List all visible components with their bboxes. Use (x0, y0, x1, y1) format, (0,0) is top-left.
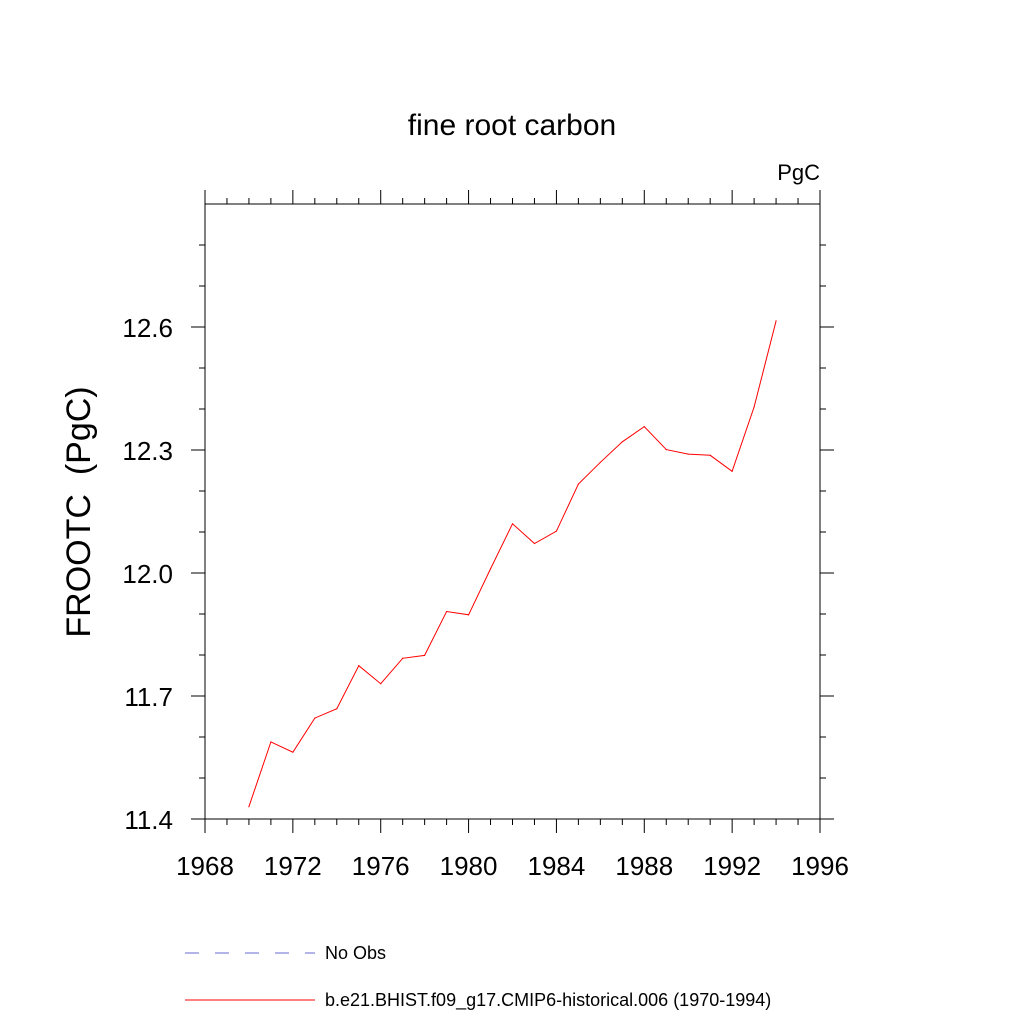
data-point (467, 614, 470, 616)
data-point (665, 448, 667, 451)
plot-frame (204, 203, 821, 820)
y-tick-label: 12.6 (122, 313, 173, 343)
data-point (358, 665, 360, 667)
y-tick-label: 12.3 (122, 436, 173, 466)
x-tick-label: 1996 (791, 851, 849, 881)
data-point (533, 542, 536, 545)
legend-label-historical: b.e21.BHIST.f09_g17.CMIP6-historical.006… (325, 990, 771, 1011)
data-point (292, 751, 294, 753)
y-tick-label: 11.4 (124, 805, 173, 835)
x-tick-label: 1988 (615, 851, 673, 881)
data-point (577, 483, 579, 485)
series-group (248, 320, 777, 808)
x-tick-label: 1972 (264, 851, 322, 881)
series-line (248, 320, 777, 807)
y-tick-label: 12.0 (122, 559, 173, 589)
y-tick-label: 11.7 (124, 682, 173, 712)
data-point (753, 406, 755, 408)
data-point (336, 708, 338, 710)
axis-ticks (191, 190, 834, 833)
units-label: PgC (777, 160, 820, 185)
axis-tick-labels: 1968 1972 1976 1980 1984 1988 1992 1996 11.4 11.7… (122, 313, 849, 881)
legend-label-no-obs: No Obs (325, 943, 386, 963)
data-point (489, 568, 492, 570)
data-point (643, 426, 645, 428)
y-axis-label: FROOTC (PgC) (60, 386, 98, 637)
chart-title: fine root carbon (408, 109, 616, 142)
data-point (599, 461, 601, 463)
data-point (248, 806, 250, 808)
data-point (511, 523, 514, 525)
data-point (270, 741, 272, 743)
x-tick-label: 1976 (352, 851, 410, 881)
data-point (731, 470, 733, 472)
data-point (424, 654, 426, 657)
x-tick-label: 1968 (176, 851, 234, 881)
data-point (380, 683, 382, 685)
data-point (687, 453, 689, 455)
x-tick-label: 1992 (703, 851, 761, 881)
x-tick-label: 1980 (440, 851, 498, 881)
data-point (621, 441, 623, 443)
data-point (314, 717, 316, 719)
data-point (775, 320, 777, 322)
data-point (555, 530, 558, 532)
x-tick-label: 1984 (528, 851, 586, 881)
data-point (402, 657, 404, 659)
legend: No Obs b.e21.BHIST.f09_g17.CMIP6-histori… (185, 943, 771, 1011)
data-point (709, 454, 711, 456)
data-point (446, 610, 448, 613)
